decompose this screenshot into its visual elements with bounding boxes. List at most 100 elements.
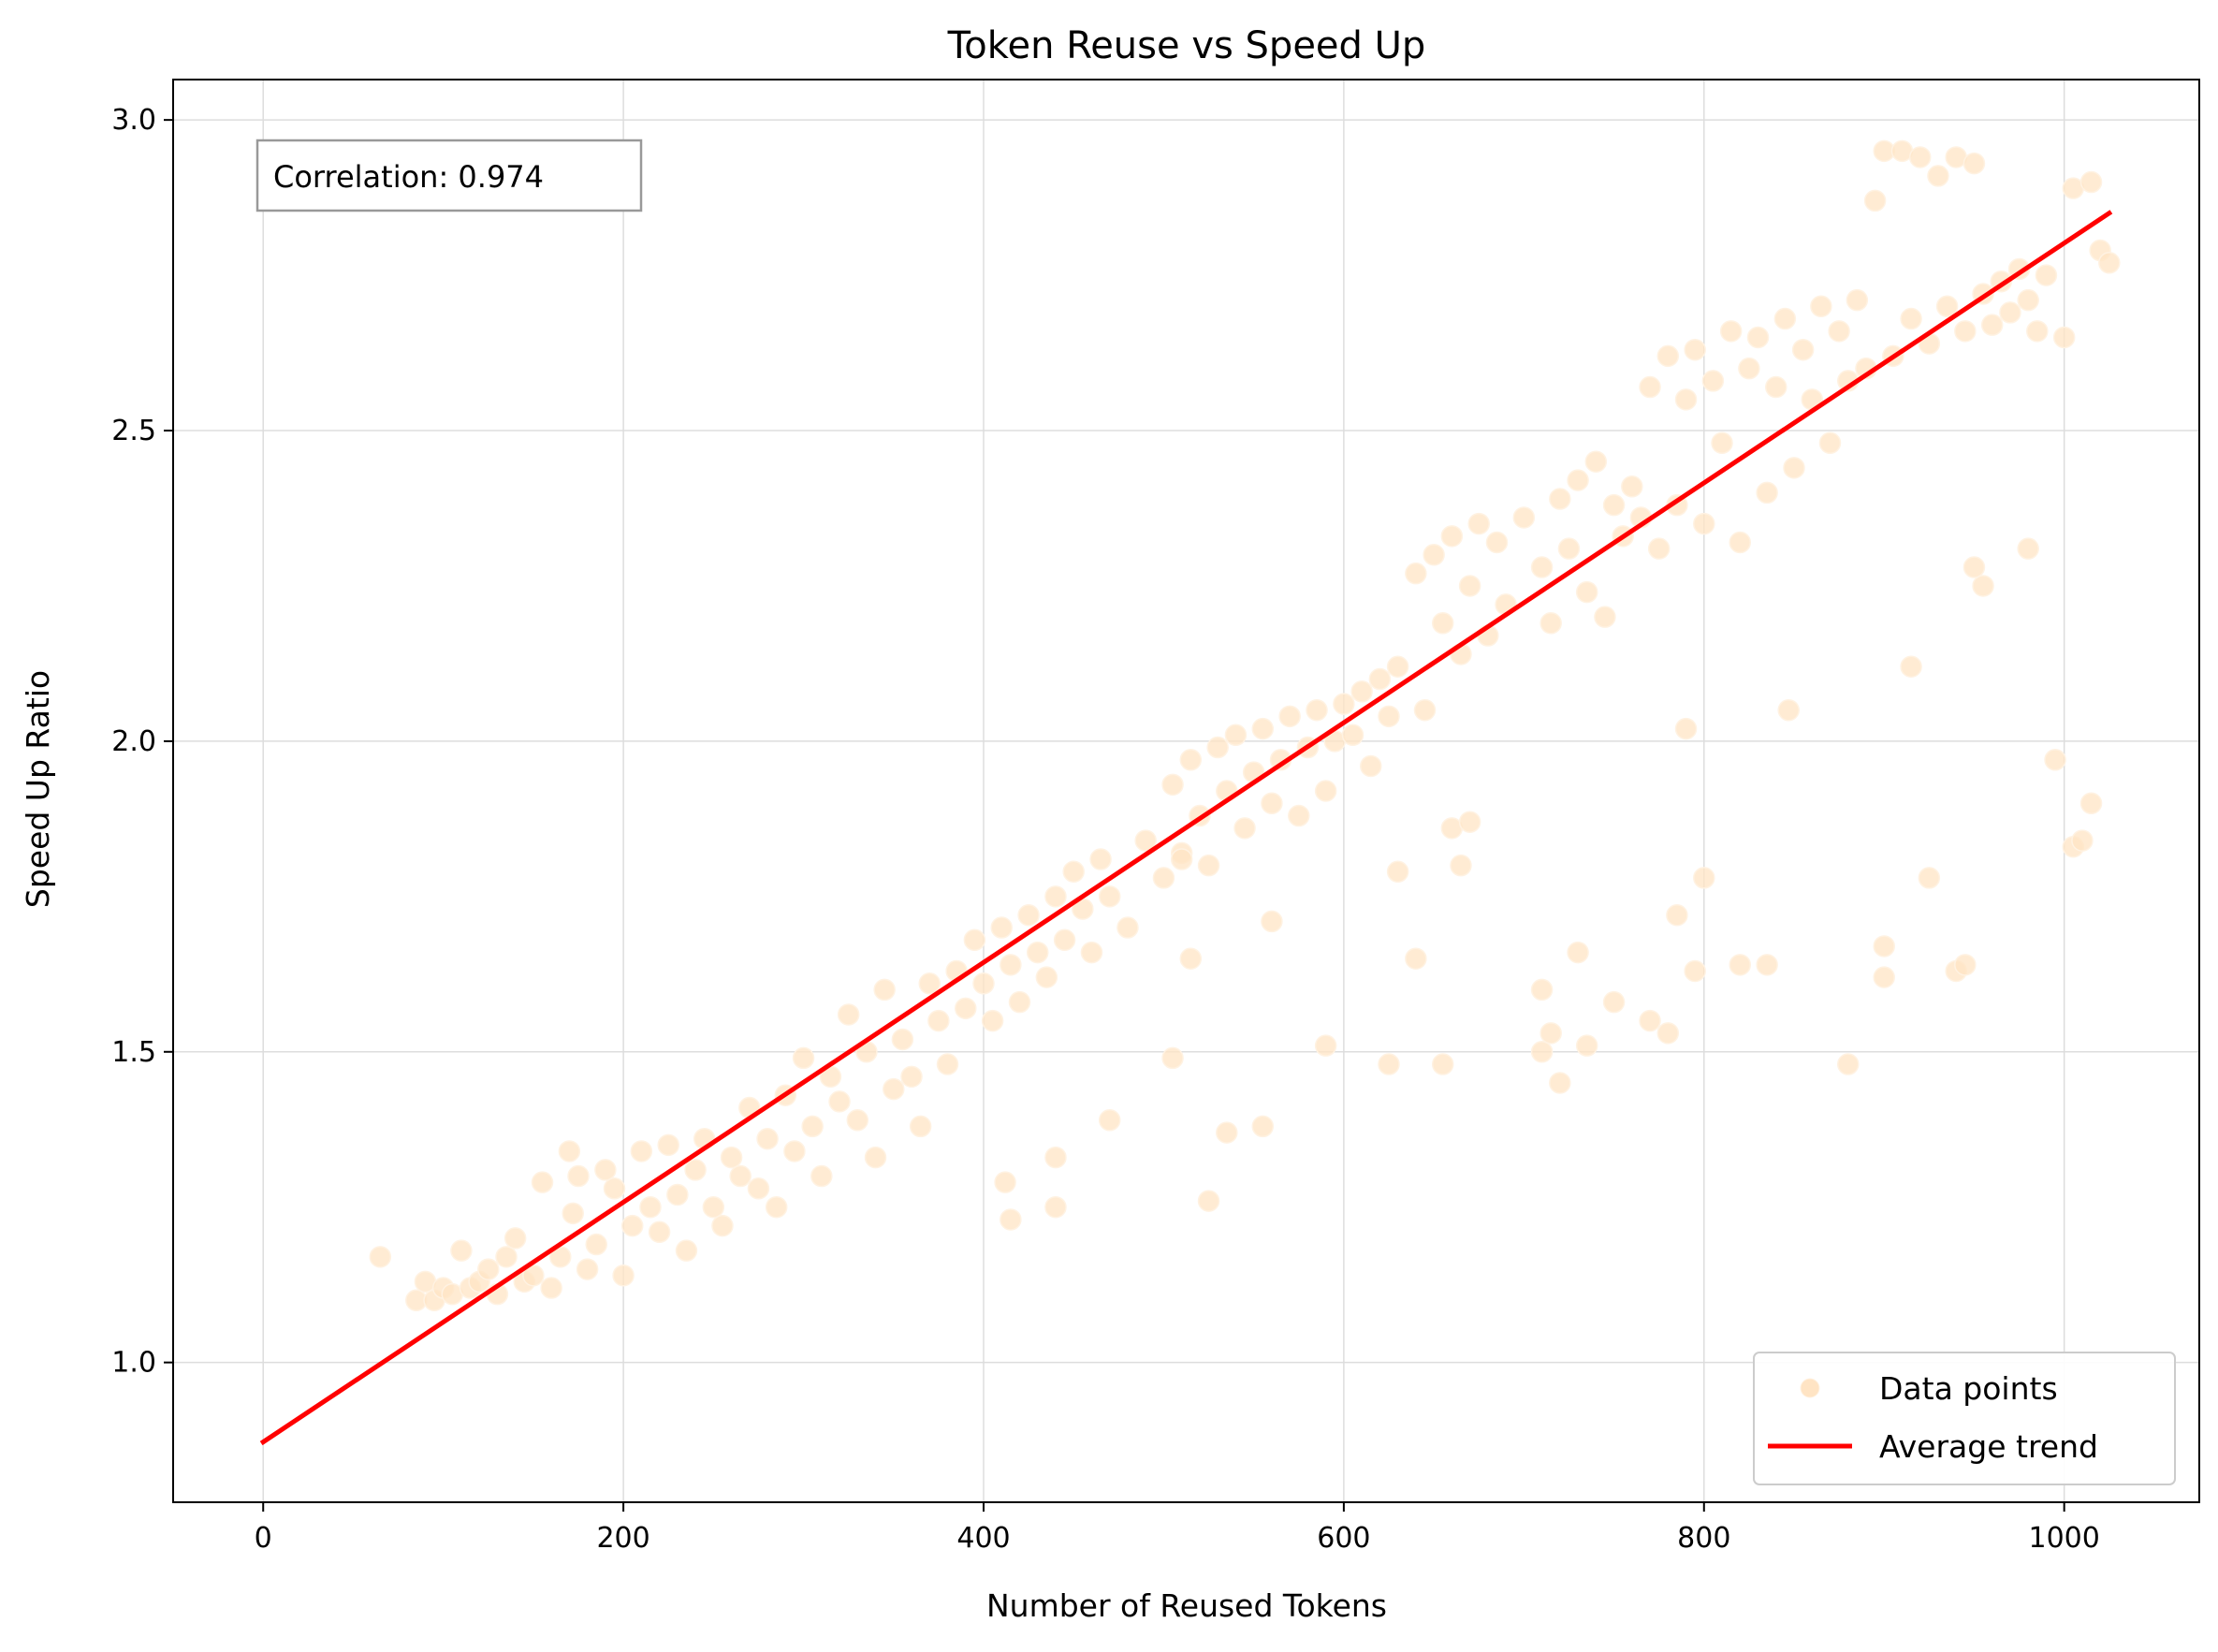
data-point	[1405, 947, 1427, 970]
y-tick-label: 1.5	[111, 1036, 156, 1069]
data-point	[1729, 954, 1752, 976]
data-point	[1197, 1190, 1220, 1212]
data-point	[1378, 1053, 1400, 1075]
data-point	[522, 1264, 545, 1287]
data-point	[1458, 811, 1481, 833]
legend-marker-data-points	[1800, 1378, 1820, 1398]
data-point	[1413, 698, 1437, 722]
data-point	[630, 1140, 653, 1162]
data-point	[1233, 817, 1256, 840]
data-point	[1963, 152, 1986, 175]
data-point	[540, 1277, 562, 1299]
data-point	[1206, 736, 1229, 759]
data-point	[1900, 307, 1922, 330]
data-point	[1179, 947, 1203, 970]
data-point	[612, 1264, 635, 1287]
data-point	[1053, 928, 1076, 952]
data-point	[657, 1133, 679, 1157]
data-point	[1098, 885, 1121, 908]
x-tick-label: 400	[956, 1522, 1010, 1555]
data-point	[531, 1171, 554, 1193]
data-point	[1639, 375, 1661, 399]
data-point	[765, 1195, 788, 1219]
data-point	[1170, 848, 1193, 870]
data-point	[1530, 978, 1554, 1001]
data-point	[1044, 885, 1067, 908]
data-point	[846, 1109, 869, 1132]
data-point	[1810, 295, 1832, 318]
data-point	[972, 972, 995, 995]
data-point	[1035, 966, 1058, 988]
data-point	[2079, 170, 2103, 194]
data-point	[1098, 1109, 1121, 1132]
data-point	[1765, 375, 1788, 399]
data-point	[783, 1140, 806, 1162]
data-point	[1863, 189, 1887, 212]
data-point	[729, 1164, 751, 1188]
data-point	[883, 1077, 905, 1101]
data-point	[1567, 941, 1589, 964]
data-point	[1656, 344, 1680, 368]
data-point	[1440, 525, 1464, 548]
data-point	[792, 1046, 815, 1070]
data-point	[1818, 431, 1842, 455]
data-point	[1836, 1053, 1860, 1075]
data-point	[562, 1202, 584, 1225]
data-point	[1621, 475, 1643, 498]
data-point	[990, 916, 1013, 939]
data-point	[639, 1195, 662, 1219]
data-point	[1684, 959, 1706, 983]
data-point	[558, 1140, 581, 1162]
data-point	[1251, 717, 1275, 740]
data-point	[1656, 1022, 1680, 1045]
data-point	[747, 1177, 770, 1200]
data-point	[1278, 705, 1301, 728]
data-point	[810, 1164, 833, 1188]
data-point	[450, 1239, 473, 1262]
trend-line-layer	[259, 210, 2113, 1446]
annotation-box	[255, 139, 643, 212]
data-point	[2044, 749, 2066, 771]
data-point	[1017, 904, 1040, 927]
data-point	[936, 1053, 959, 1075]
data-point	[828, 1090, 851, 1113]
data-point	[801, 1115, 824, 1138]
data-point	[1360, 754, 1382, 778]
data-point	[576, 1258, 599, 1280]
data-point	[1980, 314, 2004, 336]
data-point	[1000, 1208, 1022, 1231]
data-point	[585, 1233, 607, 1256]
data-point	[1963, 556, 1986, 578]
data-point	[2026, 320, 2049, 343]
data-point	[666, 1183, 689, 1206]
data-point	[1954, 320, 1977, 343]
y-axis-label: Speed Up Ratio	[20, 670, 56, 908]
data-point	[1000, 954, 1022, 976]
data-point	[1450, 854, 1472, 877]
data-point	[2017, 288, 2039, 312]
data-point	[1684, 338, 1706, 361]
data-point	[1161, 773, 1184, 797]
data-point	[1567, 469, 1589, 491]
x-tick-label: 600	[1317, 1522, 1370, 1555]
data-point	[1711, 431, 1733, 455]
data-point	[1261, 792, 1283, 815]
data-point	[1539, 612, 1562, 635]
data-point	[1530, 556, 1554, 578]
data-point	[1999, 301, 2021, 324]
data-point	[1089, 848, 1112, 870]
data-point	[1026, 941, 1049, 964]
correlation-text: Correlation: 0.974	[273, 159, 544, 195]
data-point	[1927, 165, 1949, 187]
data-point	[1756, 954, 1778, 976]
data-point	[684, 1159, 707, 1181]
data-point	[1368, 667, 1392, 691]
data-point	[1431, 612, 1454, 635]
data-point	[1918, 867, 1941, 889]
data-point	[1116, 916, 1139, 939]
data-point	[1873, 966, 1895, 988]
data-point	[1197, 854, 1220, 877]
data-point	[1333, 693, 1355, 715]
data-point	[1575, 580, 1598, 604]
